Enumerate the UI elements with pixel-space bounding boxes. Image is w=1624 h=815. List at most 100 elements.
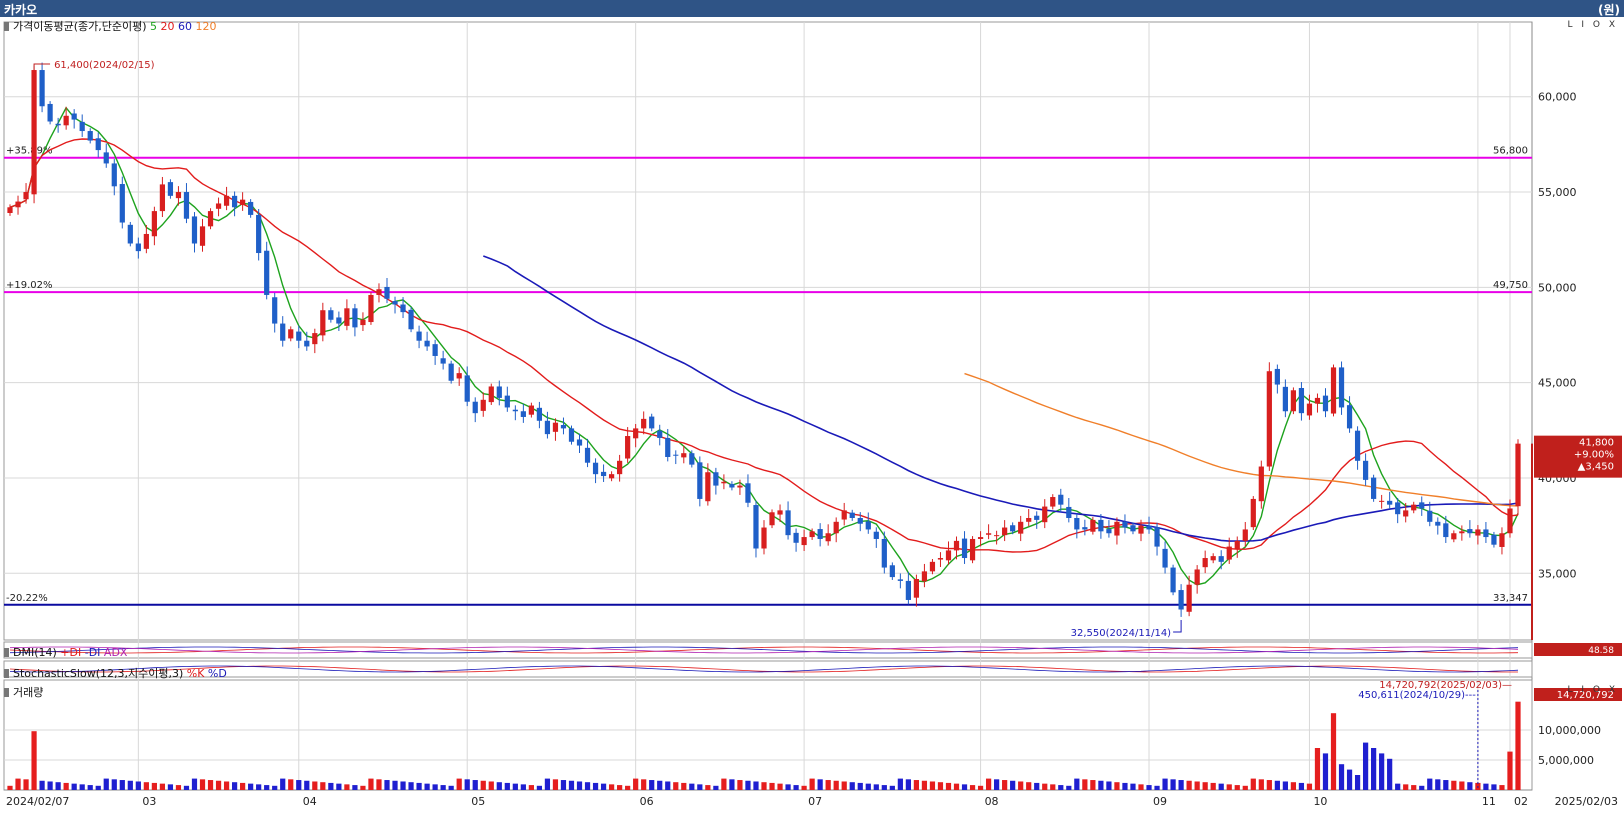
candle bbox=[456, 367, 462, 386]
volume-bar bbox=[103, 778, 109, 790]
candle-body bbox=[665, 437, 671, 457]
candle bbox=[568, 425, 575, 445]
volume-bar bbox=[1419, 785, 1425, 790]
candle-body bbox=[312, 333, 318, 345]
candle bbox=[1250, 496, 1256, 531]
candle-body bbox=[881, 538, 887, 568]
x-tick-label: 03 bbox=[142, 795, 156, 808]
volume-bar bbox=[817, 779, 823, 790]
candle-body bbox=[969, 538, 976, 561]
candle bbox=[969, 536, 976, 564]
volume-bar bbox=[215, 780, 222, 790]
candle-body bbox=[1362, 460, 1369, 480]
candle-body bbox=[520, 411, 526, 417]
candle bbox=[368, 292, 374, 325]
volume-bar bbox=[1507, 751, 1513, 790]
volume-bar bbox=[528, 785, 534, 790]
candle-body bbox=[151, 211, 157, 237]
candle-body bbox=[352, 308, 358, 328]
candle-body bbox=[320, 310, 326, 336]
price-panel-controls[interactable]: L I O X bbox=[1567, 20, 1618, 30]
candle-body bbox=[1106, 529, 1112, 534]
candle-body bbox=[296, 331, 302, 341]
candle bbox=[689, 450, 695, 468]
volume-last-box bbox=[1534, 688, 1622, 701]
volume-bar bbox=[1202, 782, 1208, 790]
candle bbox=[737, 479, 743, 495]
candle bbox=[488, 383, 494, 405]
volume-bar bbox=[865, 783, 871, 790]
panel-icon bbox=[4, 648, 9, 657]
candle bbox=[713, 467, 719, 495]
candle-body bbox=[1042, 506, 1048, 523]
candle bbox=[1050, 494, 1056, 510]
candle bbox=[496, 380, 502, 406]
candle bbox=[272, 292, 278, 333]
candle-body bbox=[31, 70, 37, 195]
volume-bar bbox=[127, 780, 133, 790]
candle bbox=[87, 128, 93, 144]
x-tick-label: 11 bbox=[1482, 795, 1496, 808]
candle-body bbox=[111, 163, 117, 187]
candle-body bbox=[1298, 387, 1305, 414]
low-marker bbox=[1173, 619, 1182, 633]
candle-body bbox=[103, 152, 109, 164]
volume-bar bbox=[1395, 783, 1401, 790]
candle bbox=[448, 360, 454, 384]
volume-bar bbox=[63, 782, 69, 790]
candle-body bbox=[841, 510, 847, 520]
candle bbox=[1346, 396, 1353, 433]
volume-panel-controls[interactable]: L I O X bbox=[1567, 685, 1618, 695]
candle bbox=[1226, 537, 1232, 564]
x-tick-label: 10 bbox=[1313, 795, 1327, 808]
candle bbox=[344, 299, 350, 331]
candle bbox=[785, 501, 791, 540]
candle-body bbox=[721, 481, 727, 484]
volume-bar bbox=[23, 779, 29, 790]
volume-bar bbox=[240, 782, 246, 790]
volume-last-value: 14,720,792 bbox=[1557, 690, 1614, 701]
ma5-label: 5 bbox=[150, 20, 158, 33]
candle bbox=[1322, 388, 1329, 418]
candle bbox=[1459, 525, 1465, 541]
volume-bar bbox=[1379, 753, 1385, 790]
candle-body bbox=[1451, 533, 1457, 540]
volume-bar bbox=[47, 781, 53, 790]
candle bbox=[649, 413, 655, 432]
candle bbox=[1379, 494, 1385, 509]
x-end-label: 2025/02/03 bbox=[1555, 795, 1618, 808]
volume-bar bbox=[248, 783, 254, 790]
candle bbox=[39, 62, 45, 113]
candle-body bbox=[737, 485, 743, 488]
candle-body bbox=[472, 401, 478, 414]
volume-bar bbox=[207, 780, 214, 790]
volume-bar bbox=[39, 780, 45, 790]
candle bbox=[1435, 517, 1441, 535]
candle bbox=[207, 208, 214, 230]
candle bbox=[560, 417, 567, 435]
last-price-box bbox=[1534, 435, 1622, 478]
candle bbox=[392, 296, 398, 314]
candle-body bbox=[849, 512, 855, 518]
volume-bar bbox=[625, 785, 631, 790]
x-tick-label: 02 bbox=[1514, 795, 1528, 808]
candle-body bbox=[1002, 527, 1008, 536]
candle bbox=[1058, 488, 1064, 513]
candle-body bbox=[1322, 395, 1329, 412]
candle-body bbox=[544, 420, 551, 435]
candle bbox=[825, 524, 831, 546]
low-annotation: 32,550(2024/11/14) bbox=[1071, 628, 1172, 639]
panel-icon bbox=[4, 669, 9, 678]
candle-body bbox=[1354, 430, 1361, 461]
candle bbox=[79, 114, 85, 137]
candle-body bbox=[1338, 367, 1345, 408]
candle bbox=[1499, 527, 1505, 555]
candle-body bbox=[769, 512, 775, 526]
candle bbox=[552, 418, 559, 441]
candle bbox=[761, 520, 767, 555]
volume-bar bbox=[1371, 748, 1377, 790]
candle bbox=[584, 438, 591, 468]
candle bbox=[1194, 565, 1200, 594]
candle bbox=[1507, 499, 1513, 538]
